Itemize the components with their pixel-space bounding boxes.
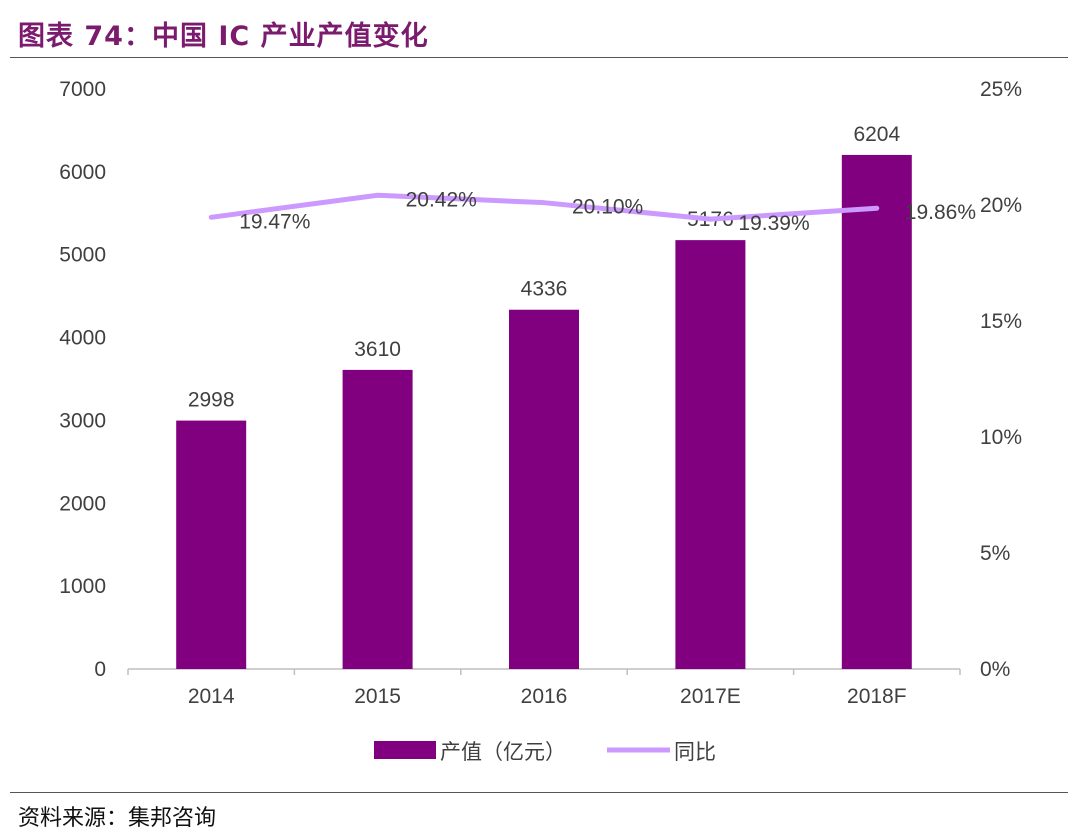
chart-title: 图表 74：中国 IC 产业产值变化 [18,21,429,52]
left-tick-label: 7000 [59,78,106,101]
x-tick-label: 2015 [354,685,401,708]
x-axis: 2014 2015 2016 2017E 2018F [127,669,961,708]
left-tick-label: 3000 [59,409,106,432]
bar-value-label: 2998 [188,389,235,412]
right-tick-label: 25% [980,78,1022,101]
legend-label-bar: 产值（亿元） [440,740,566,764]
x-tick-label: 2016 [521,685,568,708]
legend-label-line: 同比 [674,740,716,764]
yoy-value-label: 20.42% [406,188,477,211]
left-tick-label: 1000 [59,575,106,598]
left-tick-label: 5000 [59,244,106,267]
bar-series [176,154,912,670]
title-divider [10,57,1068,58]
chart-area: 0 1000 2000 3000 4000 5000 6000 7000 0% 5% 10% 15%… [59,78,1022,764]
x-tick-label: 2018F [847,685,907,708]
yoy-value-label: 19.86% [905,201,976,224]
bar-value-label: 3610 [354,338,401,361]
right-tick-label: 0% [980,658,1010,681]
left-tick-label: 4000 [59,327,106,350]
yoy-value-label: 19.47% [239,210,310,233]
bar-value-label: 6204 [853,123,900,146]
right-tick-label: 15% [980,310,1022,333]
left-tick-label: 6000 [59,161,106,184]
legend-swatch-bar [374,741,436,759]
left-axis: 0 1000 2000 3000 4000 5000 6000 7000 [59,78,106,681]
bar-2016 [509,309,579,669]
right-tick-label: 10% [980,426,1022,449]
bar-2014 [176,420,247,669]
right-tick-label: 5% [980,542,1010,565]
bar-value-label: 4336 [521,278,568,301]
right-tick-label: 20% [980,194,1022,217]
line-data-labels: 19.47% 20.42% 20.10% 19.39% 19.86% [239,188,976,235]
legend: 产值（亿元） 同比 [374,740,716,764]
right-axis: 0% 5% 10% 15% 20% 25% [980,78,1022,681]
bar-2015 [342,369,413,669]
bar-2018F [841,154,912,669]
x-tick-label: 2017E [680,685,741,708]
yoy-value-label: 19.39% [738,212,809,235]
source-note: 资料来源：集邦咨询 [18,806,217,831]
left-tick-label: 2000 [59,492,106,515]
bar-2017E [675,240,746,670]
left-tick-label: 0 [94,658,106,681]
line-series [208,192,880,222]
source-divider [10,792,1068,793]
x-tick-label: 2014 [188,685,235,708]
yoy-value-label: 20.10% [572,196,643,219]
